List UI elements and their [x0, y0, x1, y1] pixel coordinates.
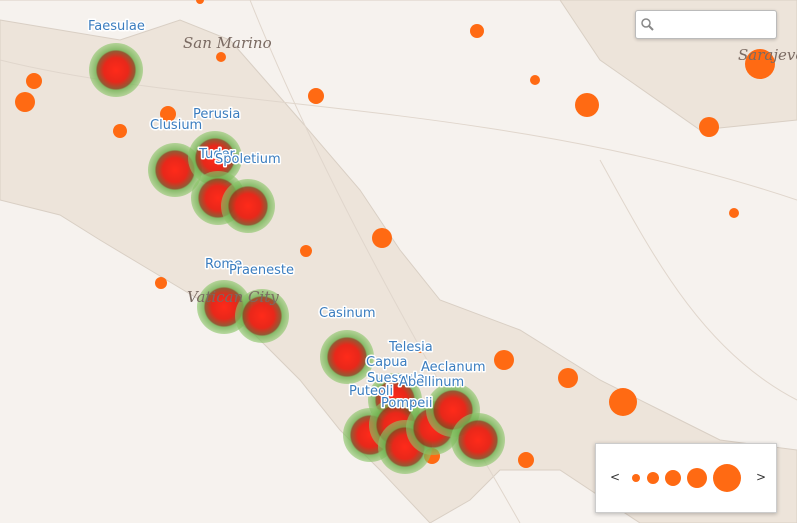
legend-sizes: [632, 464, 741, 492]
cluster-marker: [188, 131, 242, 185]
site-marker[interactable]: [470, 24, 484, 38]
site-marker[interactable]: [745, 49, 775, 79]
place-label: Aeclanum: [421, 360, 486, 375]
place-label: Perusia: [193, 107, 240, 122]
place-label: Telesia: [388, 340, 433, 355]
place-label: Puteoli: [349, 384, 393, 399]
place-label: Pompeii: [381, 396, 432, 411]
site-marker[interactable]: [415, 343, 425, 353]
map-label: Vatican City: [187, 288, 279, 306]
site-marker[interactable]: [609, 388, 637, 416]
site-marker[interactable]: [372, 228, 392, 248]
site-marker[interactable]: [530, 75, 540, 85]
size-dot: [687, 468, 707, 488]
place-label: Casinum: [319, 306, 376, 321]
next-button[interactable]: >: [756, 470, 767, 484]
site-marker[interactable]: [575, 93, 599, 117]
size-dot: [713, 464, 741, 492]
place-label: Rome: [205, 257, 242, 272]
prev-button[interactable]: <: [610, 470, 621, 484]
place-label: Capua: [366, 355, 408, 370]
size-dot: [665, 470, 681, 486]
size-dot: [632, 474, 640, 482]
site-marker[interactable]: [558, 368, 578, 388]
cluster-marker: [221, 179, 275, 233]
site-marker[interactable]: [494, 350, 514, 370]
place-label: Suessula: [367, 371, 425, 386]
site-marker[interactable]: [196, 0, 204, 4]
cluster-marker: [89, 43, 143, 97]
search-icon: [641, 18, 654, 31]
map-label: Sarajevo: [738, 46, 797, 64]
size-dot: [647, 472, 659, 484]
place-label: Tuder: [198, 147, 235, 162]
site-marker[interactable]: [308, 88, 324, 104]
site-marker[interactable]: [729, 208, 739, 218]
map-label: San Marino: [183, 34, 272, 52]
cluster-marker: [235, 289, 289, 343]
site-marker[interactable]: [300, 245, 312, 257]
site-marker[interactable]: [699, 117, 719, 137]
cluster-marker: [320, 330, 374, 384]
place-label: Faesulae: [88, 19, 145, 34]
site-marker[interactable]: [216, 52, 226, 62]
cluster-marker: [451, 413, 505, 467]
site-marker[interactable]: [160, 106, 176, 122]
site-marker[interactable]: [518, 452, 534, 468]
site-marker[interactable]: [155, 277, 167, 289]
search-box[interactable]: [635, 10, 777, 39]
place-label: Abellinum: [399, 375, 464, 390]
place-label: Praeneste: [229, 263, 294, 278]
site-marker[interactable]: [15, 92, 35, 112]
legend: < >: [595, 443, 777, 513]
site-marker[interactable]: [113, 124, 127, 138]
place-label: Clusium: [150, 118, 202, 133]
place-label: Spoletium: [215, 152, 281, 167]
site-marker[interactable]: [26, 73, 42, 89]
